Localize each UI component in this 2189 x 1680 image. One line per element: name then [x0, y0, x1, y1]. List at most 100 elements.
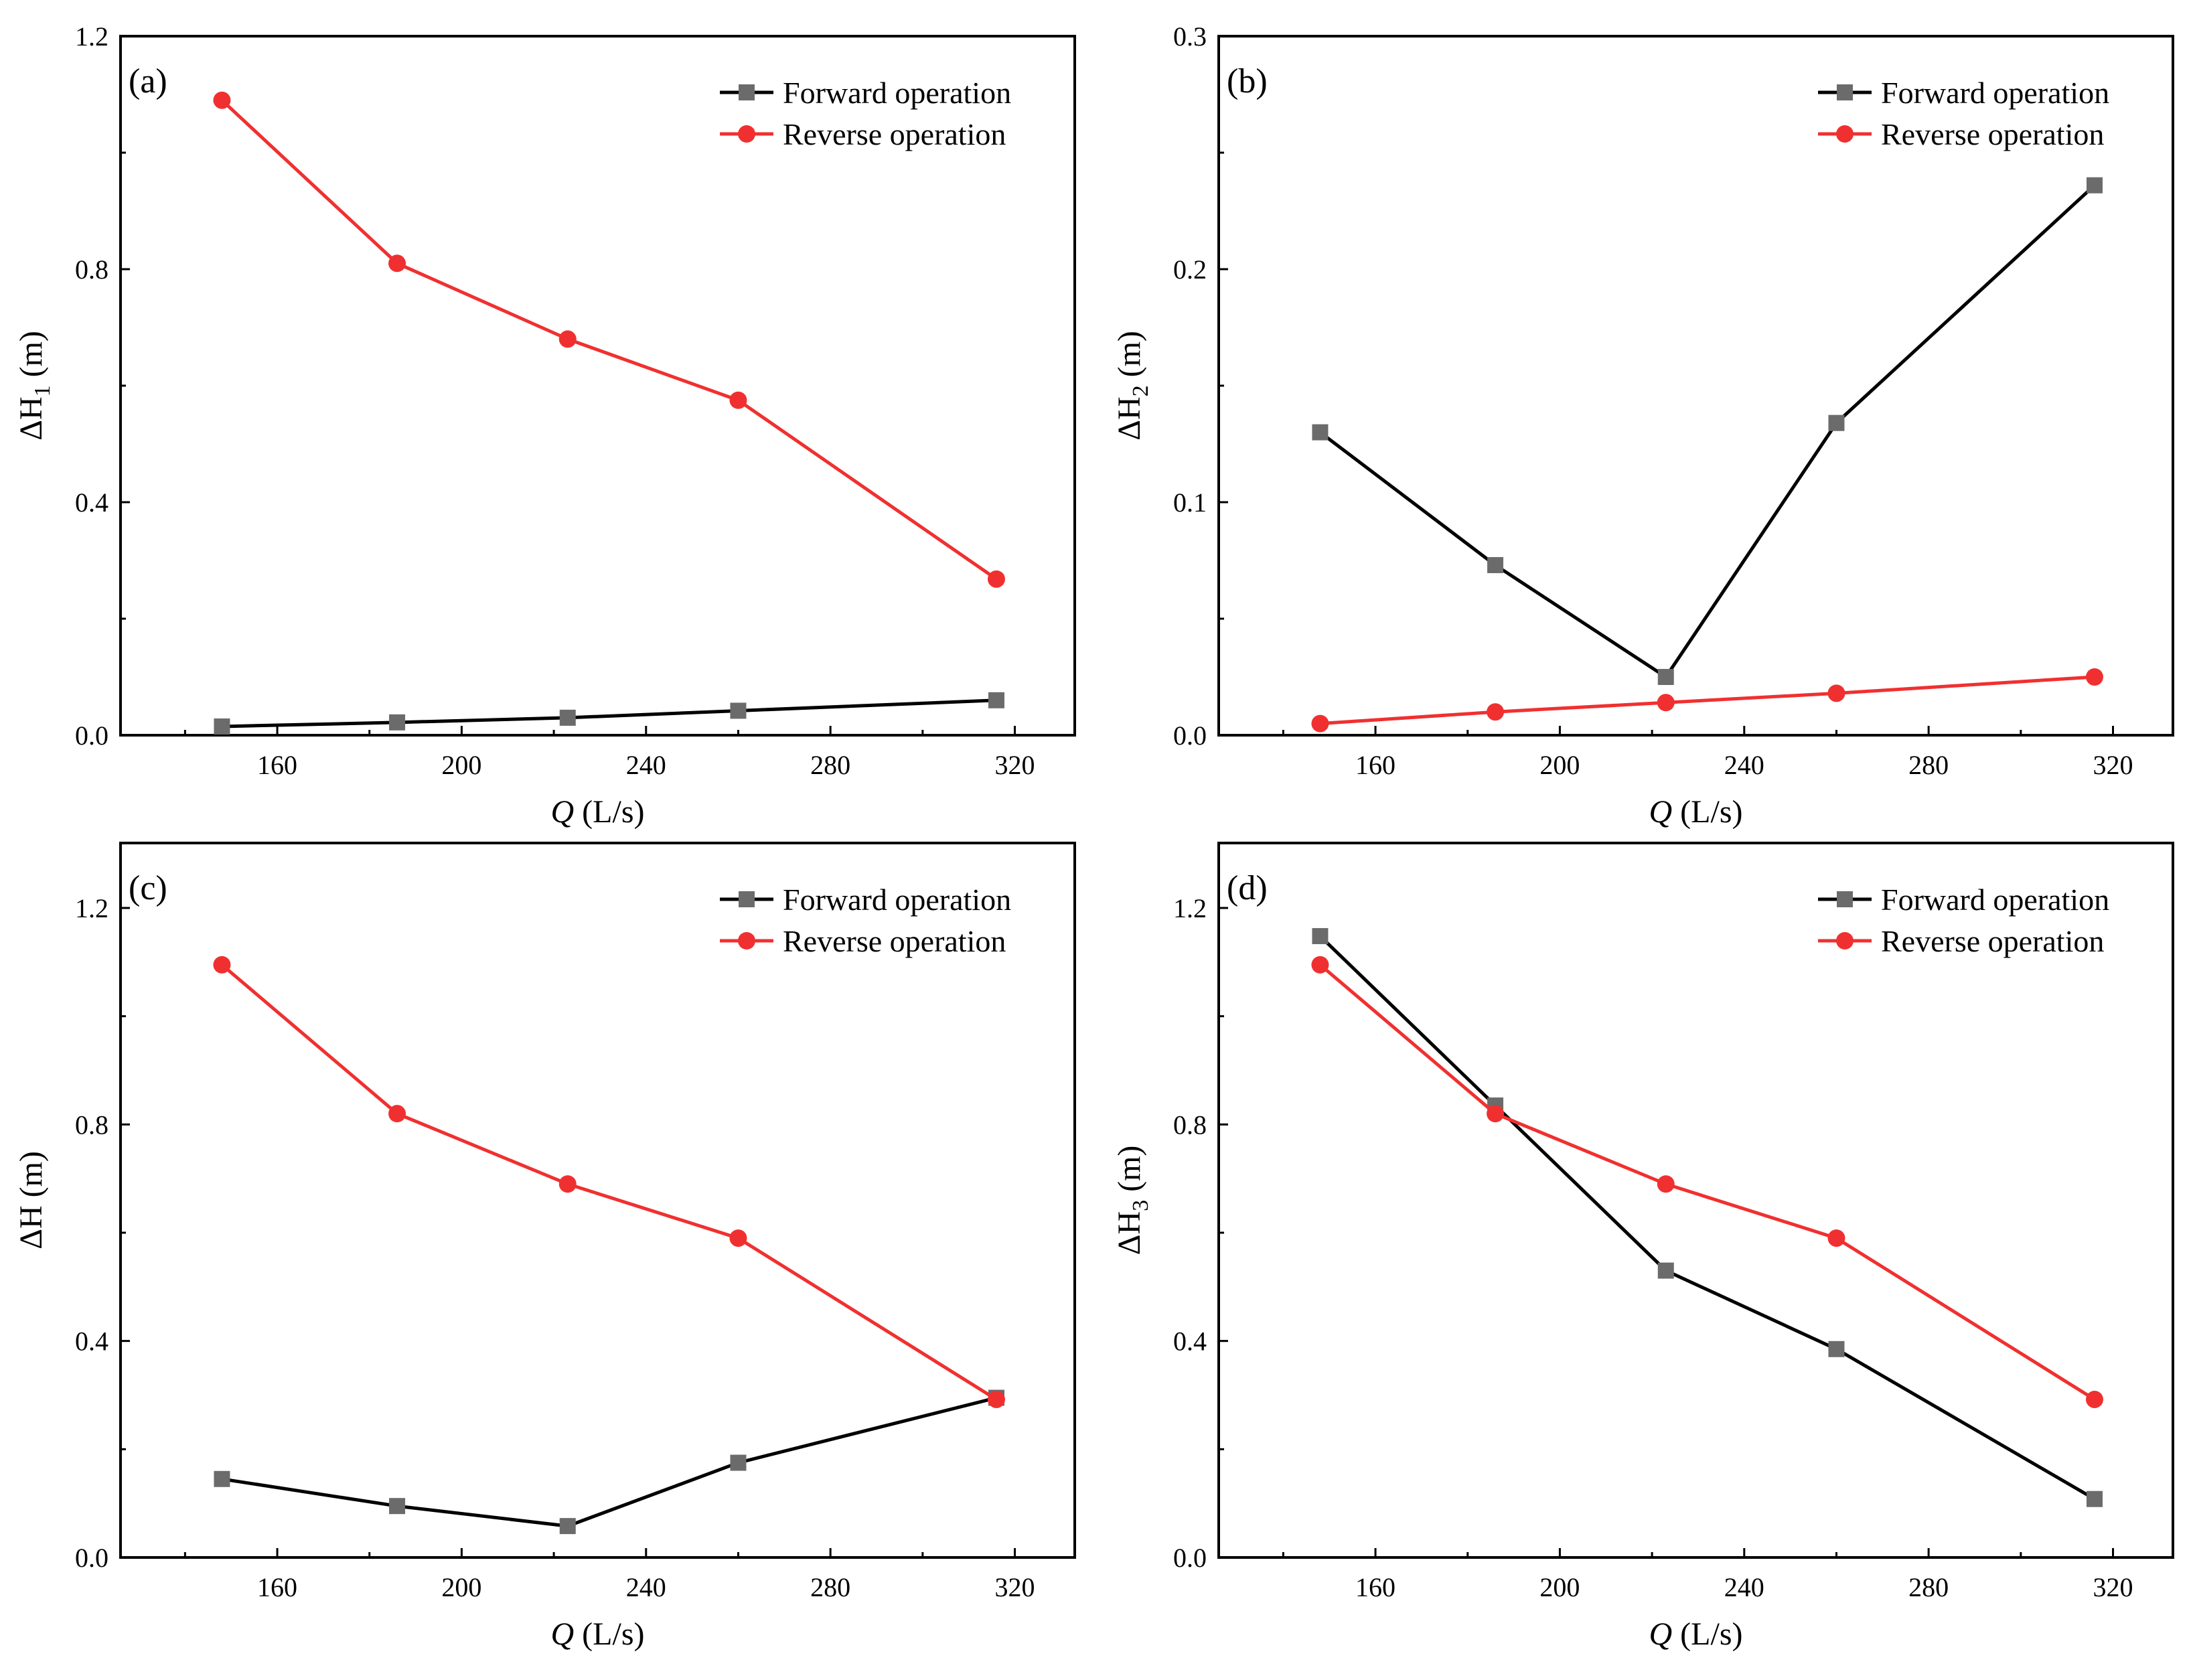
- legend-marker-circle: [1836, 125, 1854, 143]
- legend-entry-reverse: Reverse operation: [720, 924, 1006, 958]
- data-point-square: [214, 1470, 230, 1487]
- series-line: [222, 698, 997, 729]
- y-tick-label: 0.0: [75, 1543, 108, 1573]
- legend-marker-square: [739, 891, 755, 907]
- series-forward: [214, 692, 1004, 735]
- plot-frame: [1217, 842, 2174, 1559]
- y-axis-title-symbol: ΔH: [13, 1205, 49, 1249]
- series-line: [1320, 675, 2095, 726]
- series-reverse: [213, 956, 1005, 1408]
- plot-frame: [119, 842, 1076, 1559]
- data-point-circle: [388, 1105, 406, 1123]
- y-tick-label: 0.0: [75, 720, 108, 751]
- x-tick-label: 200: [1539, 750, 1580, 780]
- data-point-circle: [729, 1229, 747, 1247]
- x-tick-label: 200: [441, 750, 481, 780]
- x-axis-title: Q (L/s): [1649, 1616, 1743, 1652]
- y-tick-label: 0.8: [75, 254, 108, 285]
- series-forward: [1312, 928, 2103, 1507]
- data-point-circle: [1487, 703, 1505, 721]
- legend-marker-square: [1837, 891, 1853, 907]
- data-point-square: [2086, 1491, 2103, 1507]
- x-tick-label: 160: [1355, 750, 1395, 780]
- x-tick-label: 280: [1908, 750, 1949, 780]
- data-point-circle: [1657, 1175, 1675, 1193]
- x-tick-label: 320: [2093, 1572, 2133, 1602]
- panel-label: (a): [129, 62, 167, 100]
- x-tick-label: 280: [810, 750, 850, 780]
- chart-panel-d: 160 200 240 280 320 0.0 0.4 0.8 1.2 Q (L/s) ΔH3 (m…: [1112, 842, 2174, 1652]
- y-axis-title-symbol: ΔH: [13, 396, 49, 441]
- data-point-square: [389, 714, 406, 731]
- legend-entry-forward: Forward operation: [720, 883, 1011, 917]
- y-tick-label: 0.8: [75, 1110, 108, 1140]
- data-point-circle: [213, 91, 231, 109]
- data-point-square: [1487, 556, 1504, 573]
- y-axis-title-unit: (m): [1112, 1146, 1147, 1200]
- data-point-square: [1828, 1341, 1845, 1357]
- data-point-circle: [1827, 684, 1845, 702]
- legend-label: Reverse operation: [1881, 924, 2104, 958]
- y-axis-title: ΔH1 (m): [13, 331, 55, 441]
- y-axis-title-symbol: ΔH: [1112, 396, 1147, 441]
- chart-panel-c: 160 200 240 280 320 0.0 0.4 0.8 1.2 Q (L/s) ΔH (m)…: [13, 842, 1076, 1652]
- data-point-square: [1828, 414, 1845, 431]
- x-tick-label: 240: [1724, 750, 1764, 780]
- data-point-circle: [1311, 956, 1329, 974]
- legend-entry-forward: Forward operation: [720, 76, 1011, 110]
- y-tick-label: 1.2: [75, 21, 108, 52]
- data-point-circle: [729, 391, 747, 409]
- x-axis-title-symbol: Q: [1649, 794, 1673, 830]
- legend-entry-reverse: Reverse operation: [1818, 924, 2104, 958]
- y-tick-label: 0.0: [1173, 1543, 1207, 1573]
- x-tick-label: 160: [257, 750, 297, 780]
- x-tick-label: 200: [441, 1572, 481, 1602]
- legend-label: Forward operation: [1881, 76, 2109, 110]
- data-point-square: [214, 718, 230, 735]
- legend-marker-circle: [738, 125, 755, 143]
- x-tick-label: 280: [810, 1572, 850, 1602]
- x-axis-title: Q (L/s): [1649, 794, 1743, 830]
- data-point-circle: [987, 570, 1005, 588]
- series-reverse: [1311, 668, 2103, 733]
- x-tick-label: 160: [257, 1572, 297, 1602]
- y-axis-title-unit: (m): [13, 1151, 49, 1205]
- legend-entry-forward: Forward operation: [1818, 76, 2109, 110]
- data-point-circle: [1311, 714, 1329, 733]
- legend-entry-forward: Forward operation: [1818, 883, 2109, 917]
- legend-label: Reverse operation: [783, 117, 1006, 151]
- data-point-square: [559, 709, 576, 726]
- series-line: [1318, 935, 2096, 1501]
- series-line: [1318, 963, 2096, 1401]
- y-axis-title-unit: (m): [13, 331, 49, 385]
- y-tick-label: 0.0: [1173, 720, 1207, 751]
- data-point-circle: [558, 330, 577, 348]
- data-point-square: [2086, 177, 2103, 194]
- x-axis-title-unit: (L/s): [574, 794, 644, 830]
- data-point-square: [730, 1454, 747, 1471]
- chart-panel-b: 160 200 240 280 320 0.0 0.1 0.2 0.3 Q (L/s) ΔH2 (m…: [1112, 21, 2174, 830]
- y-axis-title: ΔH2 (m): [1112, 331, 1153, 441]
- data-point-circle: [1657, 694, 1675, 712]
- series-line: [220, 963, 998, 1401]
- data-point-circle: [2085, 668, 2103, 686]
- series-forward: [214, 1389, 1004, 1535]
- y-tick-label: 0.4: [75, 1326, 108, 1357]
- data-point-circle: [388, 254, 406, 273]
- x-axis-title-unit: (L/s): [1672, 1616, 1742, 1652]
- legend-marker-square: [1837, 84, 1853, 100]
- series-reverse: [213, 91, 1005, 588]
- x-tick-label: 200: [1539, 1572, 1580, 1602]
- data-point-square: [1312, 424, 1329, 441]
- y-tick-label: 0.4: [1173, 1326, 1207, 1357]
- chart-panel-a: 160 200 240 280 320 0.0 0.4 0.8 1.2 Q (L/s) ΔH1 (m…: [13, 21, 1076, 830]
- x-tick-label: 320: [995, 750, 1035, 780]
- x-tick-label: 320: [995, 1572, 1035, 1602]
- x-tick-label: 240: [626, 750, 666, 780]
- x-axis-title-unit: (L/s): [1672, 794, 1742, 830]
- y-tick-label: 1.2: [1173, 893, 1207, 923]
- y-tick-label: 1.2: [75, 893, 108, 923]
- series-reverse: [1311, 956, 2103, 1408]
- legend-label: Reverse operation: [783, 924, 1006, 958]
